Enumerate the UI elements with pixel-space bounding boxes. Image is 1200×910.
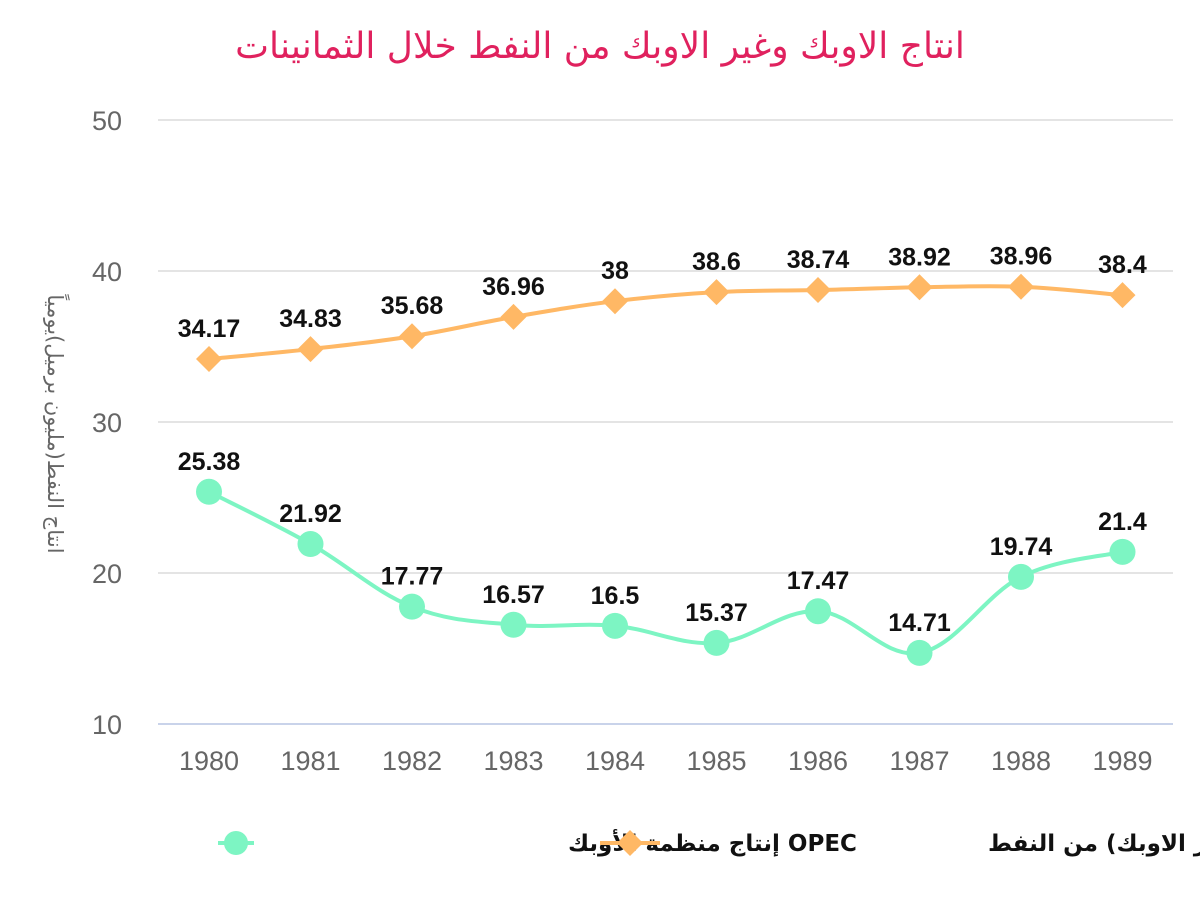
non-opec-label-1982: 35.68: [381, 292, 444, 320]
x-tick-label-1988: 1988: [991, 746, 1051, 776]
non-opec-point-1983: [500, 303, 527, 330]
legend-opec-marker: [224, 831, 248, 855]
opec-label-1981: 21.92: [279, 500, 342, 528]
x-tick-label-1980: 1980: [179, 746, 239, 776]
x-tick-label-1986: 1986: [788, 746, 848, 776]
opec-point-1984: [602, 612, 628, 639]
y-tick-label-20: 20: [92, 559, 122, 589]
opec-label-1980: 25.38: [178, 448, 241, 476]
x-axis-ticks: 1980 1981 1982 1983 1984 1985 1986 1987 1988 1989: [179, 746, 1153, 776]
non-opec-point-1987: [906, 274, 933, 301]
non-opec-series-line: [208, 284, 1123, 362]
y-tick-label-30: 30: [92, 408, 122, 438]
opec-point-1980: [196, 478, 222, 505]
non-opec-point-1986: [805, 277, 831, 304]
y-tick-label-40: 40: [92, 257, 122, 287]
y-tick-label-50: 50: [92, 106, 122, 136]
legend-non-opec-label: انتاج (غير الاوبك) من النفط: [988, 831, 1200, 857]
y-tick-label-10: 10: [92, 710, 122, 740]
opec-label-1985: 15.37: [685, 599, 748, 627]
opec-point-1985: [703, 629, 730, 656]
non-opec-point-1984: [602, 288, 628, 315]
gridlines: [158, 119, 1173, 725]
opec-point-1986: [805, 598, 831, 625]
non-opec-point-1989: [1109, 282, 1136, 309]
chart-title: انتاج الاوبك وغير الاوبك من النفط خلال ا…: [235, 26, 965, 67]
opec-point-1987: [906, 639, 933, 666]
x-tick-label-1984: 1984: [585, 746, 645, 776]
opec-label-1982: 17.77: [381, 563, 444, 591]
y-axis-label: انتاج النفط(مليون برميل)يومياً: [42, 294, 71, 554]
opec-label-1988: 19.74: [990, 533, 1053, 561]
x-tick-label-1981: 1981: [280, 746, 340, 776]
data-labels: 34.17 34.83 35.68 36.96 38 38.6 38.74 38.92 38.9…: [178, 243, 1147, 637]
opec-point-1988: [1008, 563, 1034, 590]
non-opec-label-1988: 38.96: [990, 243, 1053, 271]
non-opec-point-1988: [1008, 273, 1034, 300]
non-opec-point-1981: [297, 336, 324, 363]
x-tick-label-1987: 1987: [889, 746, 949, 776]
legend: OPEC إنتاج منظمة الأوبكانتاج (غير الاوبك…: [218, 828, 1200, 857]
non-opec-point-1980: [196, 346, 222, 373]
non-opec-label-1984: 38: [601, 257, 629, 285]
y-axis-ticks: 10 20 30 40 50: [92, 106, 122, 740]
non-opec-label-1986: 38.74: [787, 246, 850, 274]
opec-label-1984: 16.5: [591, 582, 640, 610]
non-opec-label-1985: 38.6: [692, 248, 741, 276]
opec-label-1989: 21.4: [1098, 508, 1147, 536]
non-opec-label-1989: 38.4: [1098, 251, 1147, 279]
series-layer: [196, 273, 1136, 666]
non-opec-label-1983: 36.96: [482, 273, 545, 301]
opec-point-1981: [297, 531, 324, 558]
opec-label-1987: 14.71: [888, 609, 951, 637]
opec-point-1982: [399, 593, 425, 620]
non-opec-label-1987: 38.92: [888, 243, 951, 271]
x-tick-label-1982: 1982: [382, 746, 442, 776]
non-opec-label-1980: 34.17: [178, 315, 241, 343]
non-opec-point-1985: [703, 279, 730, 306]
x-tick-label-1983: 1983: [483, 746, 543, 776]
x-tick-label-1985: 1985: [686, 746, 746, 776]
opec-point-1983: [500, 611, 527, 638]
non-opec-point-1982: [399, 323, 425, 350]
legend-non-opec-marker: [617, 830, 643, 856]
opec-point-1989: [1109, 538, 1136, 565]
opec-series-line: [208, 489, 1123, 656]
x-tick-label-1989: 1989: [1092, 746, 1152, 776]
opec-label-1986: 17.47: [787, 567, 850, 595]
opec-label-1983: 16.57: [482, 581, 545, 609]
non-opec-label-1981: 34.83: [279, 305, 342, 333]
